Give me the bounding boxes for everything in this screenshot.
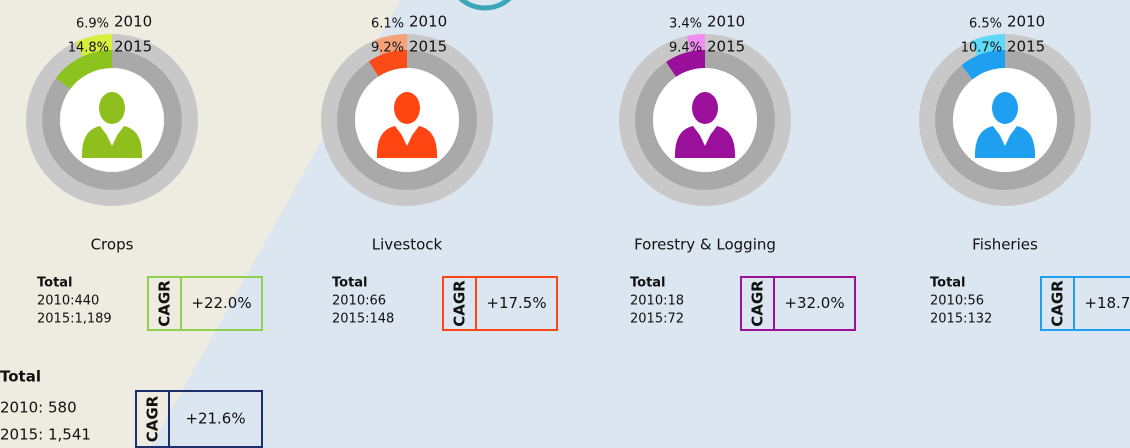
cagr-label: CAGR <box>1049 280 1067 327</box>
person-head <box>692 92 718 124</box>
year-label: 2015 <box>114 38 152 56</box>
cagr-value: +18.7% <box>1084 294 1130 312</box>
person-collar <box>398 127 416 146</box>
value-label: 9.4% <box>669 41 702 56</box>
cagr-value: +32.0% <box>784 294 844 312</box>
summary-line: 2015: 1,541 <box>0 426 91 444</box>
category-title: Crops <box>91 236 134 254</box>
cagr-value: +21.6% <box>185 410 245 428</box>
value-label: 6.5% <box>969 17 1002 32</box>
person-head <box>394 92 420 124</box>
total-label: Total <box>930 276 966 291</box>
cagr-box <box>1040 276 1130 331</box>
total-label: Total <box>630 276 666 291</box>
year-label: 2015 <box>409 38 447 56</box>
slice-2015 <box>666 50 705 77</box>
year-label: 2010 <box>409 13 447 31</box>
cagr-label: CAGR <box>156 280 174 327</box>
total-line: 2010:66 <box>332 294 386 309</box>
total-line: 2015:132 <box>930 312 992 327</box>
slice-2010 <box>686 34 705 52</box>
year-label: 2010 <box>707 13 745 31</box>
top-ornament <box>458 0 512 11</box>
slice-2015 <box>961 50 1005 80</box>
person-head <box>99 92 125 124</box>
person-collar <box>103 127 121 146</box>
year-label: 2015 <box>707 38 745 56</box>
cagr-box <box>442 276 558 331</box>
year-label: 2010 <box>1007 13 1045 31</box>
slice-2015 <box>55 50 112 89</box>
value-label: 9.2% <box>371 41 404 56</box>
total-line: 2015:1,189 <box>37 312 112 327</box>
slice-2015 <box>368 50 407 77</box>
value-label: 6.1% <box>371 17 404 32</box>
cagr-label: CAGR <box>144 395 162 442</box>
category-title: Fisheries <box>972 236 1038 254</box>
cagr-box <box>147 276 263 331</box>
category-title: Forestry & Logging <box>634 236 776 254</box>
total-line: 2015:148 <box>332 312 394 327</box>
cagr-value: +22.0% <box>191 294 251 312</box>
total-line: 2010:440 <box>37 294 99 309</box>
total-label: Total <box>37 276 73 291</box>
person-head <box>992 92 1018 124</box>
total-line: 2015:72 <box>630 312 684 327</box>
slice-2010 <box>75 34 112 57</box>
total-label: Total <box>332 276 368 291</box>
value-label: 10.7% <box>961 41 1002 56</box>
person-collar <box>996 127 1014 146</box>
total-line: 2010:56 <box>930 294 984 309</box>
value-label: 3.4% <box>669 17 702 32</box>
cagr-label: CAGR <box>451 280 469 327</box>
cagr-box <box>135 390 263 448</box>
summary-line: 2010: 580 <box>0 399 77 417</box>
slice-2010 <box>374 34 407 56</box>
value-label: 6.9% <box>76 17 109 32</box>
value-label: 14.8% <box>68 41 109 56</box>
year-label: 2015 <box>1007 38 1045 56</box>
summary-label: Total <box>0 368 41 386</box>
year-label: 2010 <box>114 13 152 31</box>
cagr-value: +17.5% <box>486 294 546 312</box>
person-collar <box>696 127 714 146</box>
total-line: 2010:18 <box>630 294 684 309</box>
cagr-label: CAGR <box>749 280 767 327</box>
slice-2010 <box>970 34 1005 56</box>
cagr-box <box>740 276 856 331</box>
category-title: Livestock <box>372 236 443 254</box>
